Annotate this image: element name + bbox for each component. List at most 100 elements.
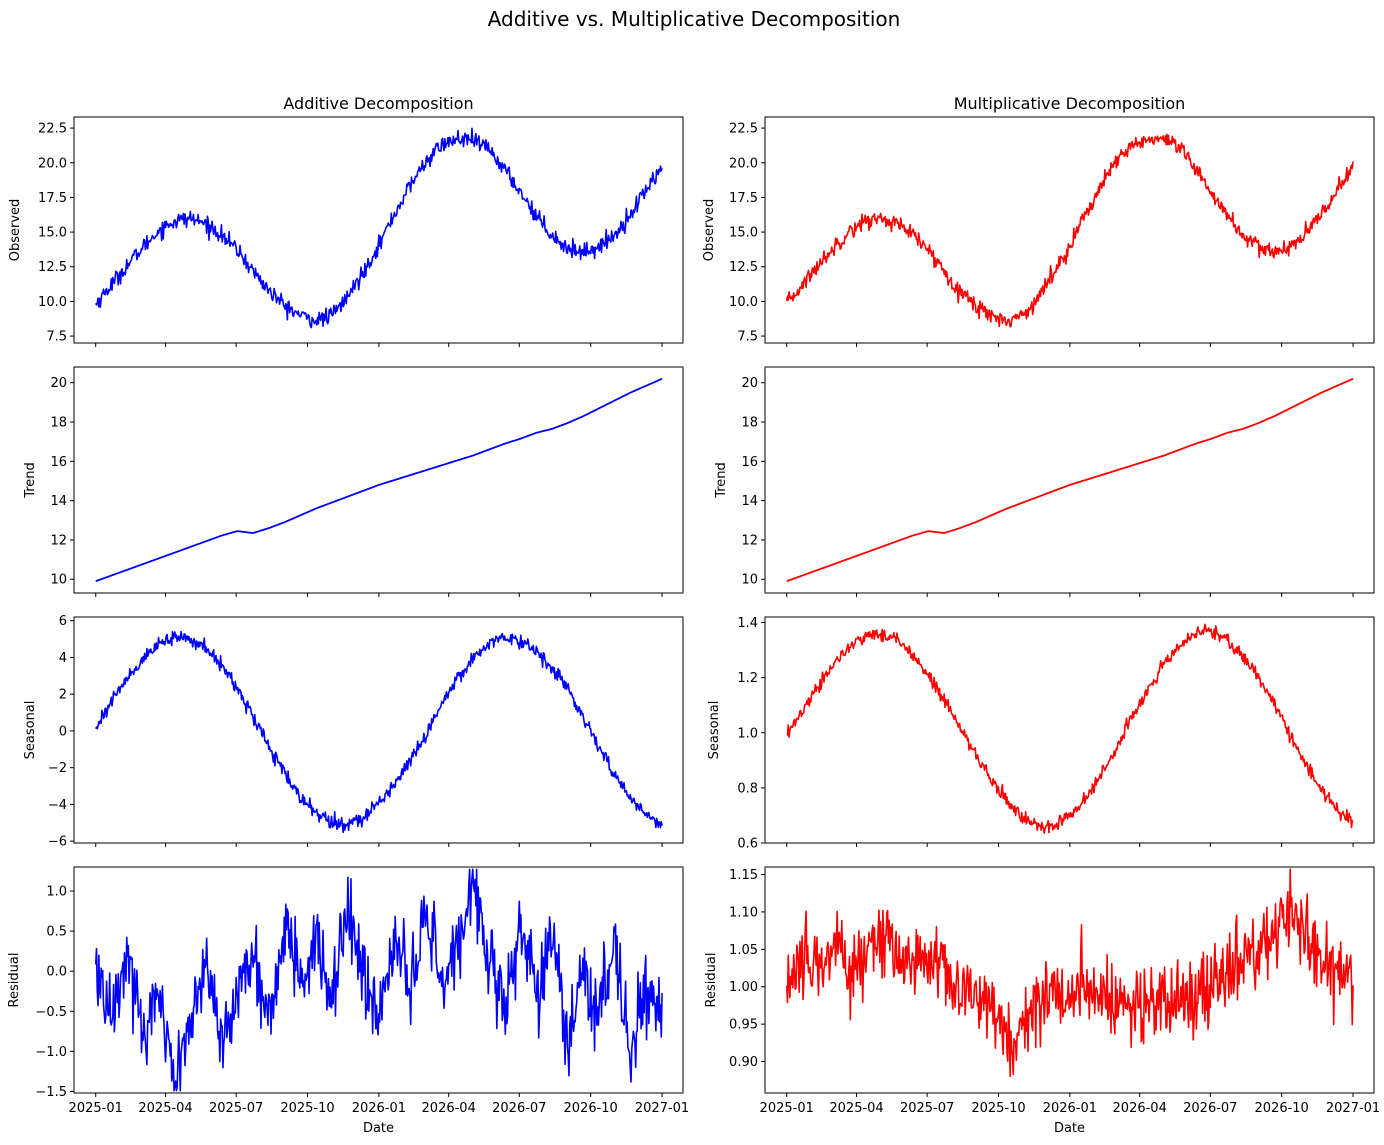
plot-frame [764,116,1375,344]
y-tick-label: 16 [50,455,67,470]
y-tick-label: −1.0 [35,1045,67,1060]
y-tick-label: −6 [48,835,67,850]
y-tick-label: 1.4 [737,616,758,631]
x-tick-label: 2027-01 [635,1101,689,1116]
y-tick-label: 10 [741,573,758,588]
x-tick-label: 2026-10 [564,1101,618,1116]
y-axis-label: Observed [8,199,23,262]
y-tick-label: 7.5 [737,330,758,345]
y-axis-label: Seasonal [23,701,38,760]
panel-6: 0.6 0.8 1.0 1.2 1.4 Seasonal [707,616,1375,852]
panel-7: −1.5 −1.0 −0.5 0.0 0.5 1.0 2025-01 2025-04 2025-… [7,866,689,1136]
y-tick-label: 4 [59,651,67,666]
y-axis-label: Residual [704,953,719,1008]
y-tick-label: 10.0 [729,295,758,310]
series-line [785,133,1354,328]
panel-title: Multiplicative Decomposition [954,94,1186,113]
plot-frame [73,866,684,1094]
y-tick-label: 16 [741,455,758,470]
y-tick-label: 17.5 [729,191,758,206]
series-line [95,377,663,583]
x-tick-label: 2026-07 [1183,1101,1237,1116]
y-tick-label: 22.5 [729,122,758,137]
panel-1: Additive Decomposition 7.5 10.0 12.5 15.0 17.… [8,94,684,347]
series-line [94,127,663,329]
y-tick-label: 0.0 [46,965,67,980]
y-tick-label: 20 [50,376,67,391]
y-tick-label: 17.5 [38,191,67,206]
series-line [786,623,1354,834]
y-tick-label: 1.2 [737,671,758,686]
x-tick-label: 2026-07 [492,1101,546,1116]
y-axis-label: Trend [714,462,729,499]
plot-frame [764,866,1375,1094]
y-tick-label: 1.0 [737,726,758,741]
y-axis-label: Observed [702,199,717,262]
y-axis-label: Residual [7,953,22,1008]
y-tick-label: 20 [741,376,758,391]
y-tick-label: 1.05 [729,943,758,958]
y-tick-label: 14 [741,494,758,509]
plot-frame [73,116,684,344]
y-tick-label: −0.5 [35,1005,67,1020]
panel-8: 0.90 0.95 1.00 1.05 1.10 1.15 2025-01 2025-04 20… [704,866,1380,1136]
y-tick-label: 6 [59,614,67,629]
x-tick-label: 2025-04 [829,1101,883,1116]
x-tick-label: 2025-07 [900,1101,954,1116]
series-line [786,377,1354,583]
plot-frame [73,616,684,844]
series-line [785,868,1354,1078]
series-line [94,868,663,1092]
y-tick-label: 12 [50,533,67,548]
y-tick-label: 0 [59,724,67,739]
y-tick-label: 14 [50,494,67,509]
x-tick-label: 2025-01 [69,1101,123,1116]
x-tick-label: 2027-01 [1326,1101,1380,1116]
y-axis-label: Seasonal [707,701,722,760]
y-tick-label: 15.0 [729,226,758,241]
y-tick-label: 0.6 [737,837,758,852]
panel-3: 10 12 14 16 18 20 Trend [23,366,684,597]
plot-frame [73,366,684,594]
x-tick-label: 2025-10 [971,1101,1025,1116]
y-tick-label: 18 [50,416,67,431]
plot-frame [764,366,1375,594]
y-tick-label: 1.10 [729,905,758,920]
series-line [95,630,663,834]
y-tick-label: 10.0 [38,295,67,310]
y-tick-label: 20.0 [38,156,67,171]
y-tick-label: 0.95 [729,1018,758,1033]
y-tick-label: 0.8 [737,781,758,796]
x-tick-label: 2026-04 [422,1101,476,1116]
x-tick-label: 2026-01 [1043,1101,1097,1116]
panel-2: Multiplicative Decomposition 7.5 10.0 12.5 1… [702,94,1375,347]
y-tick-label: 20.0 [729,156,758,171]
x-axis-label: Date [363,1121,394,1136]
panel-5: −6 −4 −2 0 2 4 6 Seasonal [23,614,684,850]
y-tick-label: −4 [48,798,67,813]
x-tick-label: 2025-07 [209,1101,263,1116]
y-tick-label: 1.0 [46,885,67,900]
y-axis-label: Trend [23,462,38,499]
x-tick-label: 2026-01 [352,1101,406,1116]
y-tick-label: 10 [50,573,67,588]
y-tick-label: 1.00 [729,980,758,995]
panel-title: Additive Decomposition [283,94,473,113]
y-tick-label: 22.5 [38,122,67,137]
y-tick-label: 1.15 [729,868,758,883]
y-tick-label: 0.5 [46,925,67,940]
y-tick-label: 12.5 [729,260,758,275]
y-tick-label: 18 [741,416,758,431]
y-tick-label: −1.5 [35,1085,67,1100]
panels: Additive Decomposition 7.5 10.0 12.5 15.0 17.… [7,94,1380,1136]
x-axis-label: Date [1054,1121,1085,1136]
y-tick-label: 0.90 [729,1055,758,1070]
y-tick-label: −2 [48,761,67,776]
x-tick-label: 2025-01 [760,1101,814,1116]
y-tick-label: 15.0 [38,226,67,241]
x-tick-label: 2025-10 [280,1101,334,1116]
figure-title: Additive vs. Multiplicative Decompositio… [488,7,901,31]
y-tick-label: 2 [59,688,67,703]
plot-frame [764,616,1375,844]
